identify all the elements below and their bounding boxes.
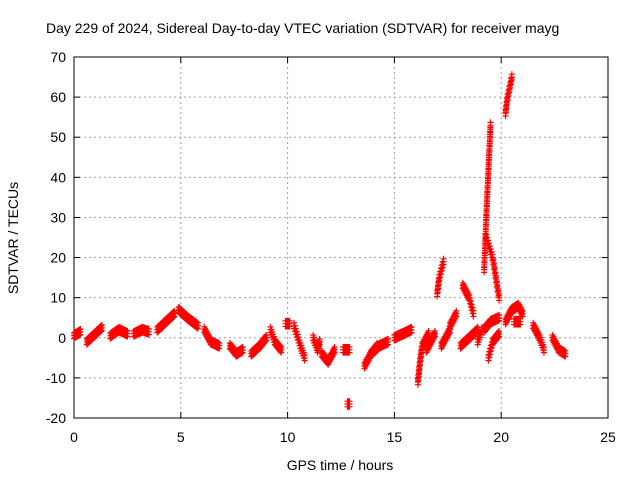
data-point-cluster bbox=[511, 315, 524, 328]
data-point-cluster bbox=[481, 311, 503, 336]
x-tick-labels: 0 5 10 15 20 25 bbox=[70, 429, 616, 445]
y-tick-label: 70 bbox=[50, 49, 66, 65]
x-tick-label: 25 bbox=[600, 429, 616, 445]
y-tick-label: 0 bbox=[58, 330, 66, 346]
data-point-cluster bbox=[344, 398, 353, 410]
data-point-cluster bbox=[340, 344, 353, 356]
x-axis-label: GPS time / hours bbox=[287, 457, 394, 473]
data-point-cluster bbox=[391, 323, 415, 344]
data-point-cluster bbox=[549, 332, 569, 360]
data-point-cluster bbox=[434, 255, 447, 300]
data-point-cluster bbox=[423, 328, 438, 356]
data-point-cluster bbox=[483, 231, 503, 304]
plot-frame bbox=[73, 56, 609, 419]
data-point-cluster bbox=[282, 317, 293, 330]
x-tick-label: 10 bbox=[280, 429, 296, 445]
chart-title: Day 229 of 2024, Sidereal Day-to-day VTE… bbox=[46, 20, 559, 36]
data-point-cluster bbox=[502, 299, 526, 328]
x-tick-label: 15 bbox=[387, 429, 403, 445]
data-point-cluster bbox=[130, 323, 152, 340]
grid bbox=[74, 57, 608, 418]
data-point-cluster bbox=[318, 344, 338, 368]
y-tick-label: 10 bbox=[50, 290, 66, 306]
y-tick-label: 40 bbox=[50, 169, 66, 185]
data-point-cluster bbox=[267, 323, 285, 356]
data-point-cluster bbox=[457, 323, 481, 352]
data-point-cluster bbox=[459, 279, 477, 320]
y-tick-label: -20 bbox=[46, 410, 66, 426]
y-tick-label: 30 bbox=[50, 209, 66, 225]
data-point-cluster bbox=[310, 332, 323, 356]
x-tick-label: 0 bbox=[70, 429, 78, 445]
data-point-cluster bbox=[485, 328, 503, 364]
axis-ticks bbox=[73, 56, 609, 419]
y-tick-label: 50 bbox=[50, 129, 66, 145]
data-point-cluster bbox=[201, 323, 223, 352]
data-point-cluster bbox=[446, 307, 460, 332]
data-point-cluster bbox=[414, 328, 432, 388]
data-point-cluster bbox=[175, 303, 201, 332]
data-point-cluster bbox=[248, 332, 270, 360]
y-tick-label: 60 bbox=[50, 89, 66, 105]
y-tick-labels: -20 -10 0 10 20 30 40 50 60 70 bbox=[46, 49, 66, 426]
data-point-cluster bbox=[367, 336, 391, 360]
data-point-cluster bbox=[481, 119, 494, 276]
data-point-cluster bbox=[502, 71, 515, 119]
data-point-cluster bbox=[154, 307, 178, 336]
y-tick-label: -10 bbox=[46, 370, 66, 386]
data-point-cluster bbox=[83, 321, 105, 348]
x-tick-label: 20 bbox=[493, 429, 509, 445]
data-point-cluster bbox=[71, 326, 84, 342]
data-point-cluster bbox=[107, 323, 131, 342]
data-point-cluster bbox=[530, 319, 547, 356]
x-tick-label: 5 bbox=[177, 429, 185, 445]
data-point-cluster bbox=[291, 319, 308, 364]
data-series-sdtvar bbox=[71, 71, 569, 410]
y-tick-label: 20 bbox=[50, 250, 66, 266]
y-axis-label: SDTVAR / TECUs bbox=[5, 182, 21, 294]
data-point-cluster bbox=[226, 340, 246, 360]
